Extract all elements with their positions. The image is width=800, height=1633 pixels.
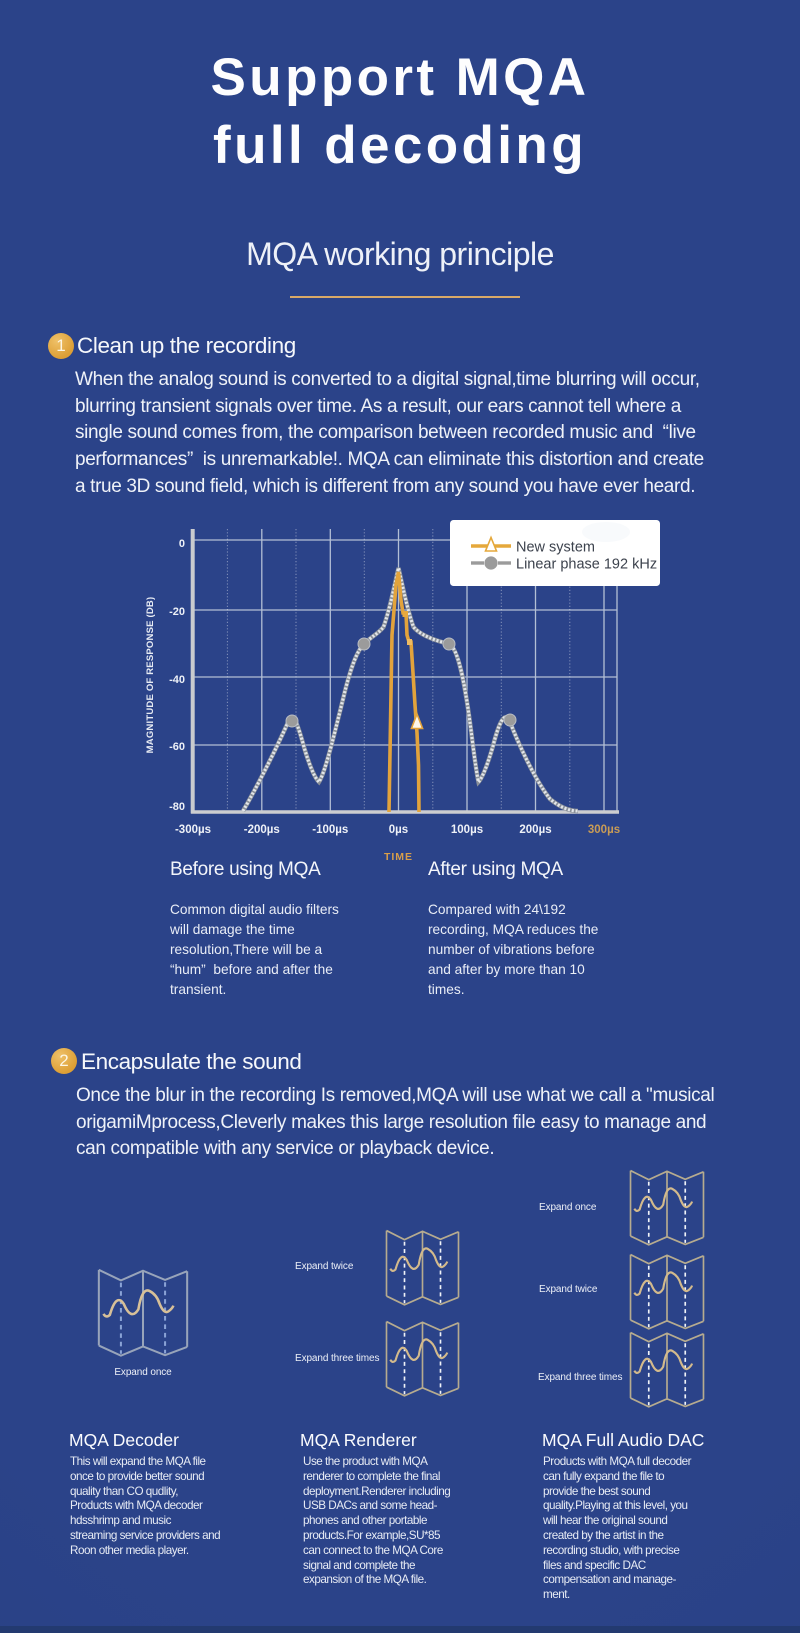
svg-text:-100µs: -100µs [312, 824, 348, 836]
svg-text:-200µs: -200µs [244, 824, 280, 836]
svg-text:100µs: 100µs [451, 824, 483, 836]
svg-text:0: 0 [179, 538, 185, 550]
svg-text:TIME: TIME [384, 851, 413, 863]
svg-text:-20: -20 [169, 606, 185, 618]
svg-text:MAGNITUDE OF RESPONSE (DB): MAGNITUDE OF RESPONSE (DB) [145, 597, 156, 754]
svg-text:-40: -40 [169, 674, 185, 686]
svg-text:0µs: 0µs [389, 824, 408, 836]
svg-text:-80: -80 [169, 801, 185, 813]
svg-text:-300µs: -300µs [175, 824, 211, 836]
svg-text:-60: -60 [169, 741, 185, 753]
svg-text:Linear phase 192 kHz: Linear phase 192 kHz [516, 557, 657, 573]
svg-text:300µs: 300µs [588, 824, 620, 836]
svg-text:200µs: 200µs [519, 824, 551, 836]
svg-text:New system: New system [516, 540, 595, 556]
